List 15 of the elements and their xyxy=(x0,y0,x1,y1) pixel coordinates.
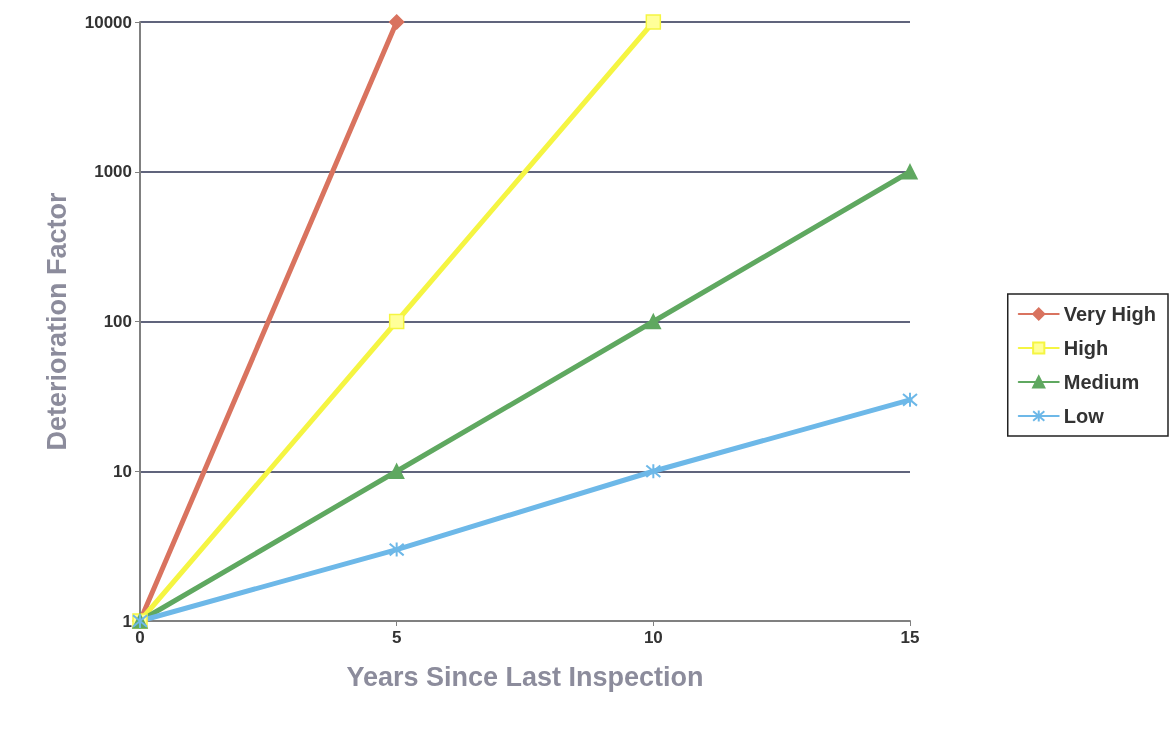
legend-label: Very High xyxy=(1063,303,1157,325)
y-axis-title: Deterioration Factor xyxy=(41,191,72,451)
y-tick-label: 10 xyxy=(113,461,132,481)
y-tick-label: 100 xyxy=(103,312,132,331)
legend-label: Medium xyxy=(1063,371,1140,393)
x-tick-label: 0 xyxy=(135,628,145,647)
legend-label: Low xyxy=(1063,405,1105,427)
x-tick-label: 5 xyxy=(391,628,402,647)
y-tick-label: 1000 xyxy=(94,162,132,182)
x-axis-title: Years Since Last Inspection xyxy=(346,661,704,692)
x-tick-label: 10 xyxy=(643,628,663,647)
x-tick-label: 15 xyxy=(900,628,920,647)
y-tick-label: 1 xyxy=(122,611,132,631)
legend-label: High xyxy=(1063,337,1109,359)
y-tick-label: 10000 xyxy=(84,12,132,32)
